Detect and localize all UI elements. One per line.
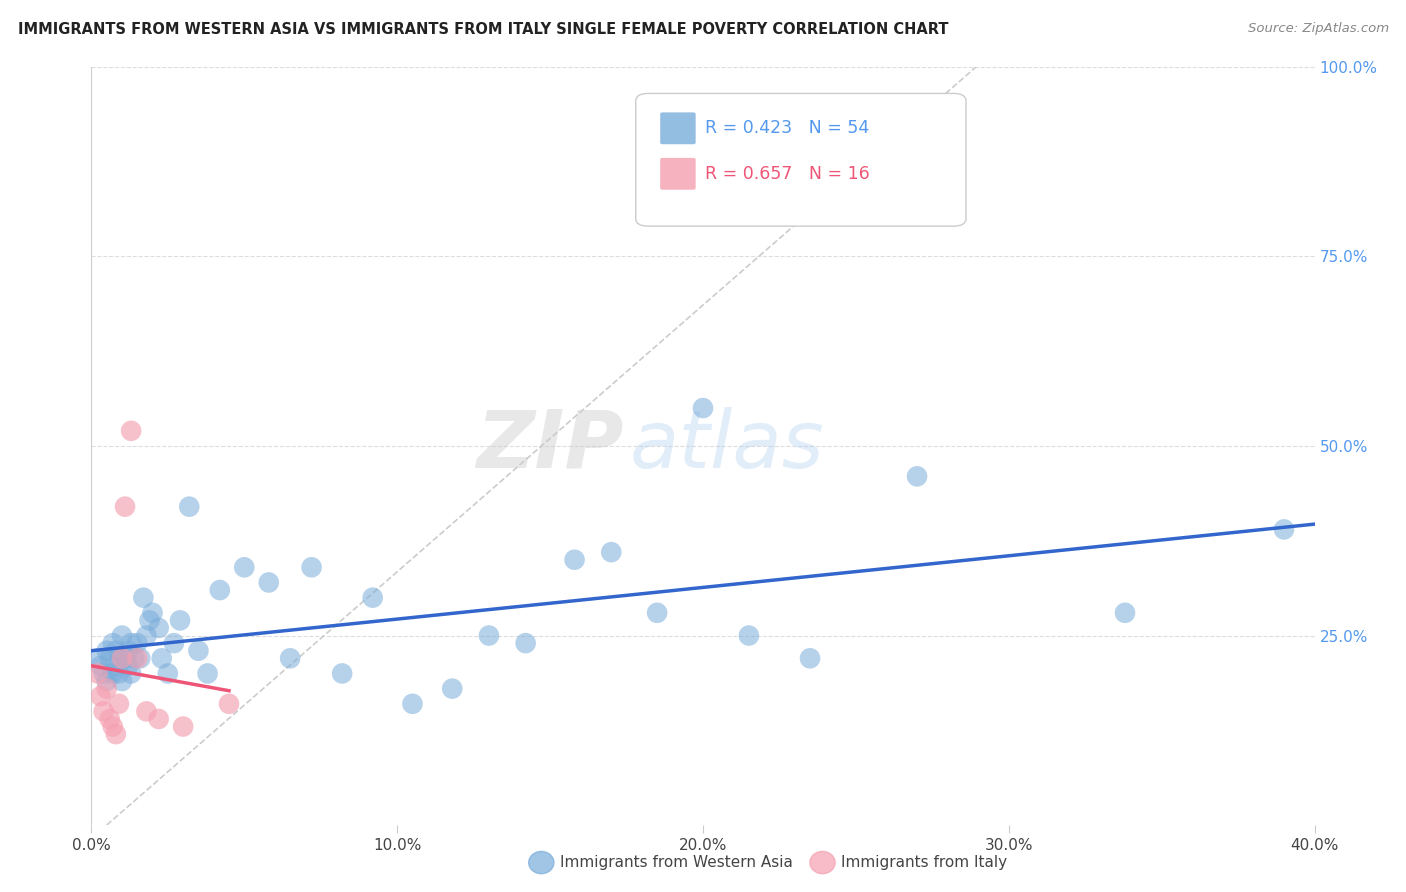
Point [86, 666, 108, 681]
Point [120, 666, 142, 681]
Point [101, 719, 124, 733]
Point [441, 681, 464, 696]
Point [163, 636, 186, 650]
Point [93, 705, 115, 719]
Point [117, 658, 139, 673]
Point [108, 651, 131, 665]
Point [197, 666, 219, 681]
Point [179, 500, 201, 514]
Point [361, 591, 384, 605]
Point [799, 651, 821, 665]
Point [169, 614, 191, 628]
Point [127, 636, 149, 650]
Text: atlas: atlas [630, 407, 824, 485]
Point [96, 681, 118, 696]
Point [114, 651, 136, 665]
FancyBboxPatch shape [636, 94, 966, 227]
Point [301, 560, 323, 574]
Point [108, 666, 131, 681]
Point [172, 719, 194, 733]
Point [330, 666, 353, 681]
Point [127, 651, 149, 665]
Text: ZIP: ZIP [477, 407, 623, 485]
Point [148, 712, 170, 726]
Point [905, 469, 928, 483]
Point [1272, 522, 1295, 536]
Point [278, 651, 301, 665]
Point [98, 651, 121, 665]
Point [111, 651, 134, 665]
Point [120, 424, 142, 438]
Point [401, 697, 423, 711]
Point [93, 666, 115, 681]
Point [86, 651, 108, 665]
Point [738, 628, 761, 642]
Point [600, 545, 623, 559]
Point [208, 583, 231, 598]
Point [135, 628, 157, 642]
Point [120, 636, 142, 650]
FancyBboxPatch shape [661, 158, 696, 190]
Point [156, 666, 179, 681]
Point [122, 651, 145, 665]
Text: R = 0.657   N = 16: R = 0.657 N = 16 [706, 165, 870, 183]
Point [132, 591, 155, 605]
Text: Source: ZipAtlas.com: Source: ZipAtlas.com [1249, 22, 1389, 36]
Point [515, 636, 537, 650]
Point [141, 606, 163, 620]
Point [90, 658, 112, 673]
Point [104, 727, 127, 741]
Point [114, 500, 136, 514]
Point [104, 644, 127, 658]
Text: Immigrants from Western Asia: Immigrants from Western Asia [560, 855, 793, 870]
Point [1114, 606, 1136, 620]
Point [187, 644, 209, 658]
Text: R = 0.423   N = 54: R = 0.423 N = 54 [706, 120, 870, 137]
Point [117, 644, 139, 658]
Point [90, 689, 112, 703]
Point [135, 705, 157, 719]
Point [129, 651, 152, 665]
Point [257, 575, 280, 590]
Point [138, 614, 160, 628]
Point [218, 697, 240, 711]
Point [692, 401, 714, 416]
Point [101, 636, 124, 650]
Text: IMMIGRANTS FROM WESTERN ASIA VS IMMIGRANTS FROM ITALY SINGLE FEMALE POVERTY CORR: IMMIGRANTS FROM WESTERN ASIA VS IMMIGRAN… [18, 22, 949, 37]
Text: Immigrants from Italy: Immigrants from Italy [841, 855, 1007, 870]
Point [478, 628, 501, 642]
Point [233, 560, 256, 574]
Point [148, 621, 170, 635]
FancyBboxPatch shape [661, 112, 696, 145]
Point [108, 697, 131, 711]
Point [111, 628, 134, 642]
Point [104, 658, 127, 673]
Point [645, 606, 668, 620]
Point [96, 644, 118, 658]
Point [98, 712, 121, 726]
Point [150, 651, 173, 665]
Point [101, 666, 124, 681]
Point [111, 674, 134, 689]
Point [564, 552, 586, 567]
Point [96, 674, 118, 689]
